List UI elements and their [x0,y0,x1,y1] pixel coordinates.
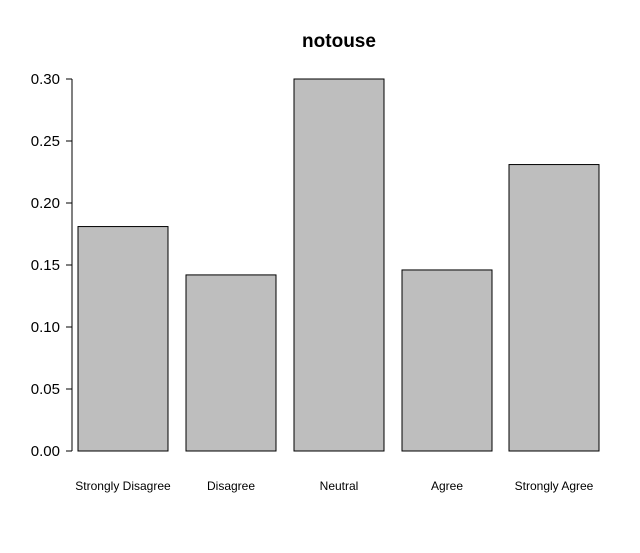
y-tick-label: 0.30 [31,71,60,88]
bar [293,78,385,452]
y-axis: 0.00 0.05 0.10 0.15 0.20 0.25 0.30 [31,71,73,460]
bar [401,269,493,452]
x-axis-labels: Strongly Disagree Disagree Neutral Agree Str… [75,479,593,493]
x-tick-label: Strongly Disagree [75,479,171,493]
bars [77,78,600,452]
y-tick-label: 0.10 [31,319,60,336]
y-tick-label: 0.15 [31,257,60,274]
y-tick-label: 0.20 [31,195,60,212]
x-tick-label: Disagree [207,479,255,493]
x-tick-label: Strongly Agree [515,479,594,493]
bar [185,274,277,452]
chart-title: notouse [302,31,376,52]
bar [508,164,600,452]
y-tick-label: 0.25 [31,133,60,150]
bar [77,226,169,452]
y-tick-label: 0.05 [31,381,60,398]
x-tick-label: Neutral [320,479,359,493]
x-tick-label: Agree [431,479,463,493]
y-tick-label: 0.00 [31,443,60,460]
